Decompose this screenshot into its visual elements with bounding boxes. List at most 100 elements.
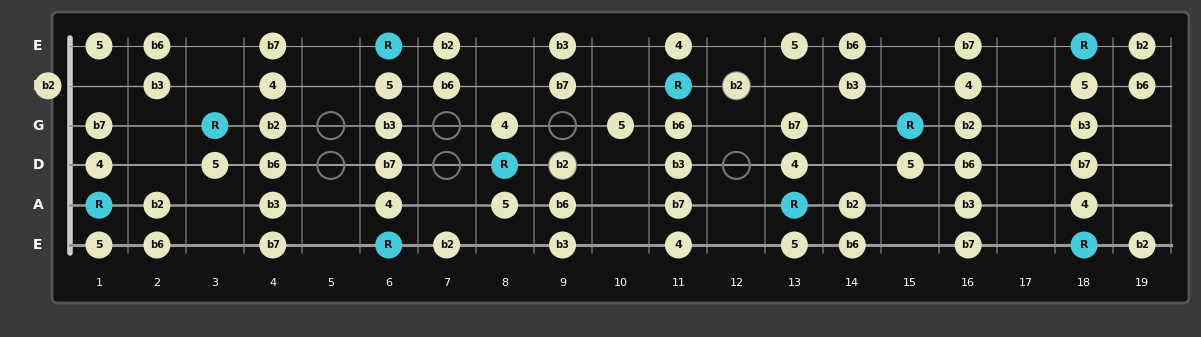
Circle shape	[665, 152, 692, 179]
Text: R: R	[501, 160, 509, 171]
Text: b3: b3	[846, 81, 859, 91]
Circle shape	[434, 32, 460, 60]
Text: E: E	[34, 39, 43, 53]
Circle shape	[897, 112, 924, 139]
Text: b2: b2	[440, 240, 454, 250]
Text: b6: b6	[265, 160, 280, 171]
Circle shape	[85, 112, 113, 139]
Circle shape	[375, 232, 402, 258]
Text: 5: 5	[790, 240, 799, 250]
Text: 1: 1	[95, 278, 102, 288]
Text: b6: b6	[961, 160, 975, 171]
Circle shape	[143, 32, 171, 60]
Circle shape	[491, 152, 518, 179]
Circle shape	[1129, 32, 1155, 60]
Text: b7: b7	[92, 121, 106, 131]
Circle shape	[665, 72, 692, 99]
Text: b3: b3	[671, 160, 686, 171]
Circle shape	[955, 192, 981, 219]
Text: 5: 5	[907, 160, 914, 171]
Text: 4: 4	[964, 81, 972, 91]
Text: D: D	[32, 158, 43, 173]
Text: b2: b2	[846, 200, 859, 210]
Circle shape	[85, 152, 113, 179]
Circle shape	[491, 112, 518, 139]
Text: b6: b6	[671, 121, 686, 131]
Text: 5: 5	[616, 121, 625, 131]
Circle shape	[549, 32, 576, 60]
Text: R: R	[1080, 41, 1088, 51]
Circle shape	[259, 72, 286, 99]
Circle shape	[35, 72, 61, 99]
Circle shape	[143, 192, 171, 219]
Text: E: E	[34, 238, 43, 252]
Text: b2: b2	[1135, 240, 1149, 250]
Text: b6: b6	[556, 200, 569, 210]
Circle shape	[897, 152, 924, 179]
Circle shape	[375, 32, 402, 60]
Text: 6: 6	[386, 278, 393, 288]
Circle shape	[1129, 232, 1155, 258]
Text: b3: b3	[150, 81, 163, 91]
Text: b2: b2	[1135, 41, 1149, 51]
Text: 7: 7	[443, 278, 450, 288]
Text: R: R	[384, 240, 393, 250]
Circle shape	[434, 72, 460, 99]
Text: b2: b2	[41, 81, 55, 91]
Circle shape	[1070, 152, 1098, 179]
Circle shape	[665, 192, 692, 219]
Circle shape	[607, 112, 634, 139]
Circle shape	[838, 32, 866, 60]
Text: b7: b7	[556, 81, 569, 91]
Text: b3: b3	[1077, 121, 1091, 131]
Text: 5: 5	[501, 200, 508, 210]
Circle shape	[1070, 192, 1098, 219]
Circle shape	[955, 72, 981, 99]
Text: b3: b3	[265, 200, 280, 210]
FancyBboxPatch shape	[52, 12, 1189, 303]
Circle shape	[1070, 232, 1098, 258]
Text: 18: 18	[1077, 278, 1092, 288]
Text: 3: 3	[211, 278, 219, 288]
Circle shape	[85, 32, 113, 60]
Text: b3: b3	[961, 200, 975, 210]
Text: R: R	[95, 200, 103, 210]
Text: 19: 19	[1135, 278, 1149, 288]
Text: 10: 10	[614, 278, 627, 288]
Circle shape	[838, 232, 866, 258]
Text: b3: b3	[556, 41, 569, 51]
Text: R: R	[1080, 240, 1088, 250]
Circle shape	[143, 72, 171, 99]
Text: R: R	[210, 121, 219, 131]
Text: b2: b2	[729, 81, 743, 91]
Text: 4: 4	[501, 121, 508, 131]
Text: 15: 15	[903, 278, 918, 288]
Circle shape	[955, 112, 981, 139]
Text: R: R	[384, 41, 393, 51]
Text: b7: b7	[382, 160, 395, 171]
Circle shape	[549, 152, 576, 179]
Circle shape	[665, 32, 692, 60]
Text: b6: b6	[150, 41, 163, 51]
Circle shape	[838, 72, 866, 99]
Text: 4: 4	[675, 240, 682, 250]
Text: b7: b7	[1077, 160, 1091, 171]
Text: 11: 11	[671, 278, 686, 288]
Text: b3: b3	[556, 240, 569, 250]
Text: b7: b7	[671, 200, 686, 210]
Text: R: R	[790, 200, 799, 210]
Text: R: R	[674, 81, 682, 91]
Circle shape	[955, 32, 981, 60]
Text: 4: 4	[675, 41, 682, 51]
Text: 5: 5	[1080, 81, 1088, 91]
Circle shape	[838, 192, 866, 219]
Circle shape	[1070, 72, 1098, 99]
Text: 5: 5	[327, 278, 334, 288]
Circle shape	[781, 32, 808, 60]
Circle shape	[665, 232, 692, 258]
Text: b2: b2	[265, 121, 280, 131]
Circle shape	[202, 152, 228, 179]
Circle shape	[375, 112, 402, 139]
Circle shape	[85, 192, 113, 219]
Text: 4: 4	[95, 160, 103, 171]
